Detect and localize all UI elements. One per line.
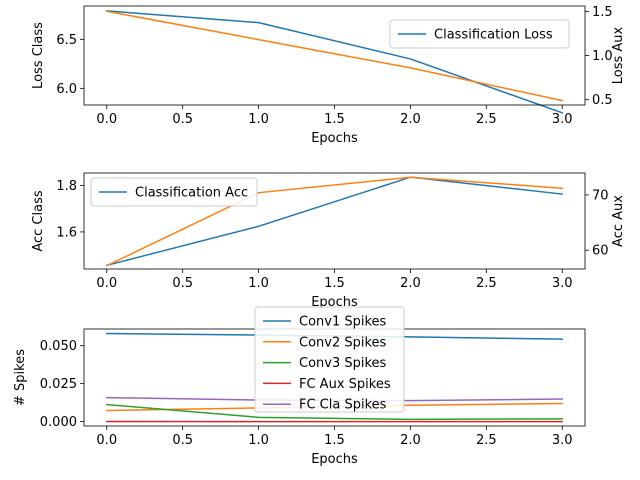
- x-tick-label: 3.0: [552, 112, 573, 127]
- series-line-classification-loss: [105, 10, 564, 114]
- x-tick-label: 1.5: [324, 112, 345, 127]
- series-line-right-axis-series: [105, 176, 564, 267]
- x-tick-label: 0.0: [96, 276, 117, 291]
- x-tick-label: 2.5: [476, 112, 497, 127]
- y-right-axis-label: Acc Aux: [611, 195, 626, 247]
- x-tick-label: 2.5: [476, 433, 497, 448]
- legend-box: [389, 19, 570, 49]
- subplot-1: 0.0 0.5 1.0 1.5 2.0 2.5 3.0 Epochs 6.0 6.5 Loss Cl…: [31, 5, 626, 146]
- y-right-tick-label: 60: [592, 244, 609, 259]
- legend-entry: FC Aux Spikes: [299, 377, 391, 392]
- x-tick-label: 0.0: [96, 112, 117, 127]
- x-tick-label: 0.5: [172, 276, 193, 291]
- legend-entry: Conv2 Spikes: [299, 335, 387, 350]
- x-tick-label: 1.0: [248, 276, 269, 291]
- y-tick-label: 0.025: [40, 377, 77, 392]
- x-tick-label: 2.0: [400, 112, 421, 127]
- subplot-2: 0.0 0.5 1.0 1.5 2.0 2.5 3.0 Epochs 1.6 1.8 Acc Cla…: [31, 172, 626, 310]
- legend-entry: FC Cla Spikes: [299, 398, 387, 413]
- y-right-tick-label: 0.5: [592, 93, 613, 108]
- legend-entry: Classification Loss: [434, 28, 553, 43]
- y-right-tick-label: 1.0: [592, 49, 613, 64]
- x-tick-label: 2.0: [400, 433, 421, 448]
- x-tick-label: 2.0: [400, 276, 421, 291]
- series-line-classification-acc: [105, 176, 564, 267]
- x-tick-label: 3.0: [552, 433, 573, 448]
- x-tick-label: 1.0: [248, 433, 269, 448]
- legend: Classification Loss: [389, 19, 570, 49]
- legend-entry: Conv1 Spikes: [299, 315, 387, 330]
- series-line-conv3-spikes: [105, 403, 563, 421]
- y-axis-label: # Spikes: [13, 349, 28, 406]
- y-tick-label: 6.0: [56, 82, 77, 97]
- x-tick-label: 1.0: [248, 112, 269, 127]
- y-right-tick-label: 70: [592, 188, 609, 203]
- x-axis-label: Epochs: [311, 131, 358, 146]
- y-right-axis-label: Loss Aux: [611, 26, 626, 84]
- subplot-3: 0.0 0.5 1.0 1.5 2.0 2.5 3.0 Epochs 0.000 0.025 0.0…: [13, 306, 586, 467]
- x-axis-label: Epochs: [311, 452, 358, 467]
- y-tick-label: 0.000: [40, 415, 77, 430]
- series-line-right-axis-series: [105, 10, 564, 102]
- x-axis-label: Epochs: [311, 295, 358, 310]
- y-tick-label: 6.5: [56, 33, 77, 48]
- x-tick-label: 0.0: [96, 433, 117, 448]
- legend: Classification Acc: [90, 177, 258, 207]
- legend: Conv1 Spikes Conv2 Spikes Conv3 Spikes FC A…: [254, 306, 405, 413]
- x-tick-label: 1.5: [324, 276, 345, 291]
- x-tick-label: 1.5: [324, 433, 345, 448]
- y-axis-label: Acc Class: [31, 190, 46, 252]
- legend-entry: Conv3 Spikes: [299, 356, 387, 371]
- y-right-tick-label: 1.5: [592, 5, 613, 20]
- y-tick-label: 1.6: [56, 225, 77, 240]
- x-tick-label: 3.0: [552, 276, 573, 291]
- x-tick-label: 0.5: [172, 433, 193, 448]
- y-axis-label: Loss Class: [31, 22, 46, 89]
- legend-entry: Classification Acc: [135, 186, 248, 201]
- y-tick-label: 0.050: [40, 339, 77, 354]
- legend-box: [90, 177, 258, 207]
- x-tick-label: 0.5: [172, 112, 193, 127]
- x-tick-label: 2.5: [476, 276, 497, 291]
- legend-box: [254, 306, 405, 413]
- y-tick-label: 1.8: [56, 179, 77, 194]
